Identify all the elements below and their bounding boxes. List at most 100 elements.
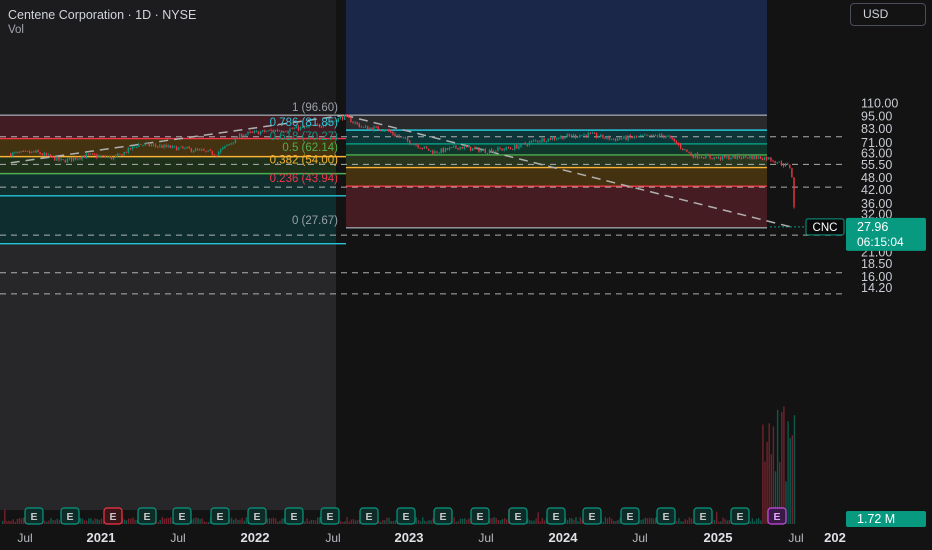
volume-bar: [388, 517, 390, 524]
candle-body: [614, 138, 617, 141]
volume-indicator-label[interactable]: Vol: [8, 24, 24, 36]
candle-body: [232, 142, 235, 144]
candle-body: [215, 155, 218, 157]
volume-bar: [243, 520, 245, 524]
candle-body: [438, 152, 440, 154]
earnings-marker-label: E: [662, 511, 669, 523]
candle-body: [694, 153, 697, 158]
volume-bar: [692, 521, 695, 524]
earnings-marker[interactable]: E: [284, 507, 304, 525]
candle-body: [253, 131, 256, 133]
candle-body: [461, 146, 463, 149]
earnings-marker[interactable]: E: [247, 507, 267, 525]
earnings-marker[interactable]: E: [546, 507, 566, 525]
volume-bar: [646, 518, 649, 524]
candle-body: [144, 143, 146, 145]
earnings-marker[interactable]: E: [24, 507, 44, 525]
earnings-marker[interactable]: E: [767, 507, 787, 525]
earnings-marker-label: E: [253, 511, 260, 523]
earnings-marker[interactable]: E: [508, 507, 528, 525]
volume-bar: [753, 521, 756, 524]
candle-body: [226, 144, 228, 146]
candle-body: [52, 156, 54, 158]
candle-body: [532, 140, 535, 142]
earnings-marker[interactable]: E: [359, 507, 379, 525]
volume-bar: [772, 426, 775, 524]
earnings-marker[interactable]: E: [470, 507, 490, 525]
volume-bar: [92, 520, 94, 524]
time-axis[interactable]: Jul 2021 Jul 2022 Jul 2023 Jul 2024 Jul 2025 Jul 20…: [0, 526, 932, 550]
earnings-marker[interactable]: E: [693, 507, 713, 525]
candle-body: [37, 150, 39, 153]
candle-body: [726, 156, 728, 158]
earnings-marker[interactable]: E: [620, 507, 640, 525]
volume-bar: [203, 521, 205, 524]
earnings-marker[interactable]: E: [656, 507, 676, 525]
earnings-marker[interactable]: E: [433, 507, 453, 525]
volume-bar: [617, 519, 619, 524]
price-axis-label: 95.00: [861, 110, 892, 124]
candle-body: [472, 148, 474, 151]
earnings-marker[interactable]: E: [210, 507, 230, 525]
candle-body: [776, 162, 778, 164]
earnings-marker[interactable]: E: [320, 507, 340, 525]
candle-body: [188, 146, 190, 149]
candle-body: [751, 155, 753, 160]
volume-bar: [713, 519, 716, 524]
volume-bar: [415, 517, 418, 524]
volume-bar: [430, 520, 432, 524]
volume-bar: [136, 519, 138, 524]
candle-body: [789, 164, 791, 168]
volume-bar: [394, 520, 397, 524]
earnings-marker-box: [730, 507, 750, 525]
candle-body: [289, 128, 291, 131]
candle-body: [715, 157, 718, 159]
candle-body: [736, 154, 739, 159]
candle-body: [133, 146, 136, 148]
earnings-marker[interactable]: E: [730, 507, 750, 525]
candle-body: [257, 131, 260, 135]
earnings-marker-box: [103, 507, 123, 525]
volume-bar: [354, 520, 357, 524]
earnings-marker[interactable]: E: [103, 507, 123, 525]
volume-bar: [304, 521, 306, 524]
candle-body: [490, 149, 493, 153]
candle-body: [572, 134, 575, 137]
volume-bar: [770, 454, 772, 524]
candle-body: [33, 151, 35, 153]
currency-selector-button[interactable]: USD: [850, 3, 926, 26]
volume-bar: [377, 520, 380, 524]
volume-bar: [453, 517, 455, 524]
volume-bar: [613, 520, 615, 524]
candle-body: [661, 134, 663, 136]
fib-level-label: 0 (27.67): [292, 215, 338, 227]
volume-bar: [535, 518, 537, 524]
candle-body: [259, 131, 262, 135]
candle-body: [98, 155, 100, 158]
volume-bar: [165, 517, 168, 524]
earnings-marker-box: [284, 507, 304, 525]
candle-body: [497, 147, 499, 152]
candle-body: [301, 126, 304, 128]
candle-body: [35, 150, 37, 153]
earnings-marker[interactable]: E: [60, 507, 80, 525]
price-axis[interactable]: 110.0095.0083.0071.0063.0055.5048.0042.0…: [845, 0, 932, 550]
fib-zone: [346, 154, 767, 168]
candle-body: [503, 149, 505, 151]
volume-bar: [539, 521, 541, 524]
volume-bar: [503, 517, 506, 524]
volume-bar: [50, 517, 52, 524]
earnings-marker[interactable]: E: [137, 507, 157, 525]
earnings-marker-box: [137, 507, 157, 525]
earnings-marker-label: E: [30, 511, 37, 523]
earnings-marker-label: E: [736, 511, 743, 523]
candle-body: [440, 148, 442, 153]
earnings-marker[interactable]: E: [582, 507, 602, 525]
earnings-marker-box: [582, 507, 602, 525]
candle-body: [329, 122, 331, 123]
earnings-marker[interactable]: E: [172, 507, 192, 525]
earnings-marker[interactable]: E: [396, 507, 416, 525]
volume-bar: [760, 520, 762, 524]
